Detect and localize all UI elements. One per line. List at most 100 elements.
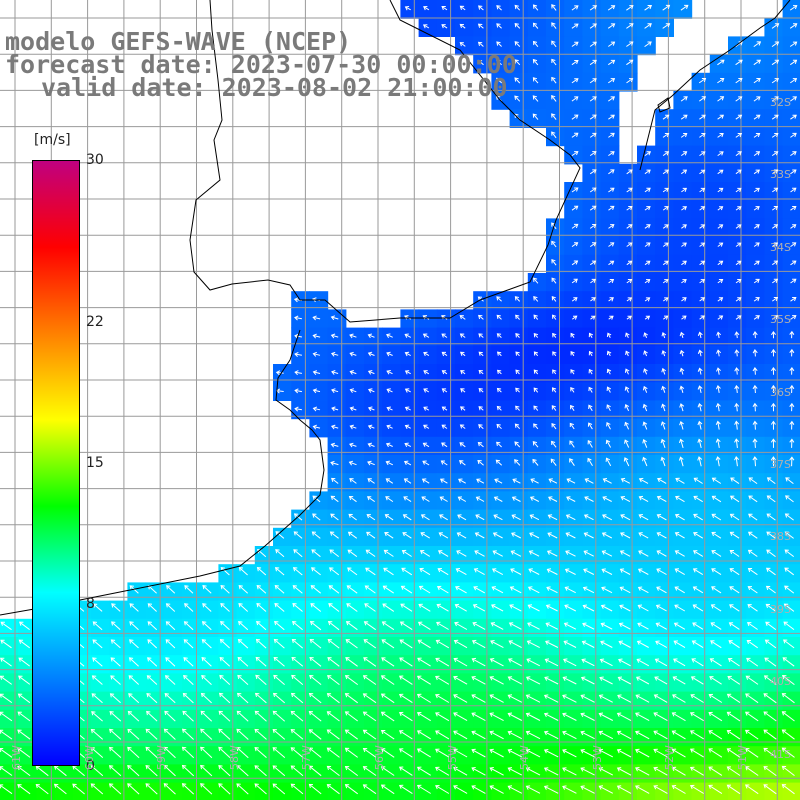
wind-arrow [784,585,795,594]
wind-arrow [507,694,523,703]
wind-arrow [608,224,615,229]
wind-arrow [644,297,651,302]
wind-arrow [589,5,598,11]
wind-arrow [164,675,176,685]
wind-arrow [330,513,339,521]
wind-arrow [662,224,669,229]
wind-arrow [345,621,358,631]
wind-arrow [275,549,285,558]
wind-arrow [746,640,758,649]
wind-arrow [532,95,539,102]
wind-cell [582,782,602,800]
wind-arrow [0,675,12,685]
wind-arrow [715,456,721,467]
wind-arrow [734,367,740,375]
wind-arrow [699,133,706,138]
wind-arrow [460,388,466,393]
wind-arrow [735,315,742,320]
wind-arrow [436,585,449,594]
wind-arrow [435,694,450,703]
wind-arrow [362,747,377,758]
wind-arrow [419,550,431,557]
wind-arrow [660,456,666,467]
wind-arrow [254,765,267,777]
wind-arrow [717,315,724,320]
wind-arrow [441,406,448,411]
wind-arrow [551,113,557,120]
wind-arrow [789,348,795,357]
wind-arrow [601,532,613,539]
wind-arrow [637,586,649,594]
wind-arrow [770,348,777,357]
wind-cell [218,782,238,800]
wind-cell [145,782,165,800]
wind-arrow [496,314,502,320]
wind-arrow [637,604,649,612]
wind-arrow [771,96,779,102]
wind-arrow [220,585,230,594]
wind-arrow [753,278,760,284]
wind-arrow [636,658,650,667]
wind-arrow [422,24,430,29]
wind-arrow [635,712,650,722]
wind-arrow [730,477,740,485]
wind-arrow [255,674,267,685]
wind-arrow [571,223,579,229]
wind-arrow [674,586,685,594]
wind-arrow [496,351,502,357]
wind-arrow [532,113,539,120]
wind-arrow [493,514,503,521]
wind-arrow [789,366,795,375]
wind-arrow [398,766,413,776]
wind-arrow [642,438,648,448]
wind-arrow [547,514,558,521]
wind-arrow [326,711,340,722]
wind-arrow [772,224,779,229]
wind-arrow [653,712,668,722]
wind-arrow [403,478,412,484]
wind-arrow [331,477,339,484]
wind-arrow [509,604,522,612]
wind-arrow [599,658,613,667]
wind-arrow [551,95,557,102]
wind-arrow [533,423,539,430]
wind-arrow [693,495,703,503]
wind-arrow [699,260,706,266]
wind-arrow [679,367,685,375]
wind-arrow [478,314,484,320]
wind-arrow [589,169,597,175]
wind-arrow [563,658,577,667]
wind-arrow [692,550,704,557]
wind-arrow [729,604,740,612]
wind-arrow [454,621,468,630]
wind-arrow [689,748,704,758]
wind-arrow [17,729,31,740]
wind-arrow [601,568,613,575]
wind-arrow [145,728,158,740]
wind-arrow [674,604,686,612]
wind-arrow [147,639,158,649]
wind-arrow [644,187,651,193]
wind-arrow [312,388,321,394]
map-title: modelo GEFS-WAVE (NCEP) [5,27,352,56]
wind-arrow [727,675,741,685]
wind-arrow [459,23,466,29]
wind-arrow [129,639,139,649]
wind-arrow [655,604,667,612]
wind-arrow [0,657,12,667]
wind-arrow [0,639,12,649]
colorbar-tick-label: 15 [86,455,104,471]
wind-arrow [602,496,612,502]
wind-arrow [256,603,267,612]
wind-arrow [128,693,140,704]
wind-arrow [441,424,448,429]
latitude-label: 36S [770,385,791,399]
wind-arrow [507,712,523,721]
wind-arrow [638,532,649,539]
wind-arrow [626,23,634,29]
wind-arrow [471,785,486,794]
wind-arrow [293,531,303,539]
wind-arrow [478,369,484,375]
wind-arrow [624,439,630,448]
